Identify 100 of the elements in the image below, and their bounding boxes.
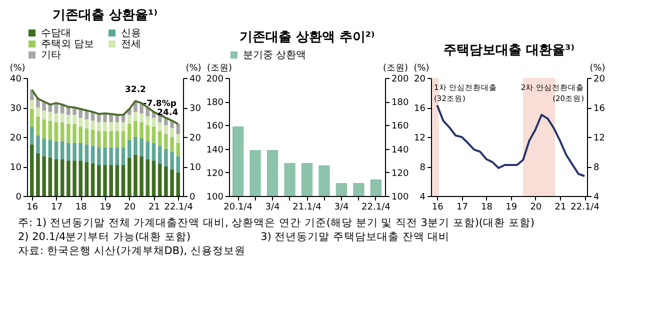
- bar: [42, 119, 46, 138]
- y2-tick-label: 4: [594, 192, 600, 202]
- bar: [109, 131, 113, 148]
- bar: [146, 125, 150, 142]
- bar: [72, 160, 76, 196]
- chart-title: 기존대출 상환액 추이²⁾: [239, 30, 375, 45]
- bar: [48, 158, 52, 196]
- bar: [36, 116, 40, 136]
- bar: [140, 138, 144, 156]
- bar: [121, 147, 126, 166]
- y-tick-label: 30: [10, 104, 22, 114]
- y2-tick-label: 100: [392, 192, 409, 202]
- annotation: -7.8%p: [143, 98, 176, 109]
- bar: [121, 165, 126, 196]
- bar: [158, 164, 162, 196]
- y2-tick-label: 40: [190, 74, 202, 84]
- bar: [90, 164, 95, 196]
- bar: [54, 113, 58, 122]
- y-tick-label: 120: [206, 168, 224, 179]
- bar: [152, 160, 156, 196]
- bar: [84, 128, 89, 144]
- y-tick-label: 4: [420, 192, 426, 202]
- bar: [66, 124, 70, 143]
- bar: [60, 159, 64, 196]
- bar: [176, 142, 180, 156]
- x-tick-label: 16: [26, 202, 38, 212]
- bar: [66, 114, 70, 124]
- bar: [97, 131, 101, 148]
- y-tick-label: 10: [10, 163, 22, 173]
- bar: [97, 165, 101, 196]
- x-tick-label: 16: [432, 202, 444, 212]
- y-tick-label: 16: [414, 104, 426, 114]
- bar: [48, 112, 52, 121]
- y2-tick-label: 16: [594, 104, 606, 114]
- bar: [42, 156, 46, 196]
- chart-title: 주택담보대출 대환율³⁾: [444, 43, 575, 58]
- bar: [72, 142, 76, 161]
- x-tick-label: 18: [481, 202, 493, 212]
- bar: [115, 147, 120, 166]
- y2-tick-label: 200: [392, 74, 409, 84]
- bar: [152, 126, 156, 143]
- y-tick-label: 0: [16, 192, 22, 202]
- y-axis-title: (조원): [206, 64, 232, 74]
- bar: [30, 144, 34, 196]
- bar: [103, 122, 107, 132]
- bar: [103, 165, 107, 196]
- y2-tick-label: 8: [594, 163, 600, 173]
- bar: [164, 125, 168, 134]
- bar: [164, 134, 168, 149]
- y-tick-label: 100: [206, 192, 224, 202]
- y2-tick-label: 0: [190, 192, 196, 202]
- bar: [60, 141, 64, 160]
- text: 3) 전년동기말 주택담보대출 잔액 대비: [260, 230, 450, 244]
- bar: [36, 153, 40, 196]
- bar: [127, 140, 132, 158]
- bar: [84, 144, 89, 162]
- line-series: [436, 104, 586, 178]
- bar: [78, 126, 83, 143]
- bar: [158, 131, 162, 146]
- bar: [97, 122, 101, 132]
- y-tick-label: 12: [414, 134, 426, 144]
- bar: [127, 114, 132, 124]
- x-tick-label: 3/4: [334, 202, 349, 212]
- x-tick-label: 22.1/4: [164, 202, 194, 212]
- bar: [78, 118, 83, 127]
- bar: [84, 162, 89, 196]
- bar: [48, 140, 52, 158]
- legend-label: 수담대: [41, 28, 71, 39]
- bar: [127, 124, 132, 140]
- bar: [176, 156, 180, 172]
- y2-tick-label: 180: [392, 98, 409, 108]
- bar: [78, 160, 83, 196]
- y2-tick-label: 120: [392, 168, 409, 179]
- y2-axis-title: (%): [186, 64, 202, 74]
- bar: [60, 122, 64, 142]
- y2-tick-label: 30: [190, 104, 202, 114]
- bar: [152, 142, 156, 161]
- bar: [164, 166, 168, 196]
- bar: [140, 113, 144, 122]
- bar: [60, 113, 64, 122]
- bar: [103, 147, 107, 166]
- bar: [134, 112, 138, 121]
- bar: [90, 146, 95, 164]
- bar: [134, 120, 138, 137]
- bar: [30, 100, 34, 109]
- y-tick-label: 40: [10, 74, 22, 84]
- bar: [164, 148, 168, 166]
- y-tick-label: 20: [414, 74, 426, 84]
- bar: [42, 110, 46, 120]
- x-tick-label: 21: [554, 202, 566, 212]
- y2-tick-label: 160: [392, 122, 409, 132]
- bar: [146, 159, 150, 196]
- y2-tick-label: 12: [594, 134, 605, 144]
- x-tick-label: 17: [456, 202, 468, 212]
- bar: [66, 142, 70, 161]
- text: 2) 20.1/4분기부터 가능(대환 포함): [18, 230, 191, 244]
- bar: [109, 122, 113, 132]
- bar: [170, 152, 174, 170]
- y-axis-title: (%): [10, 64, 26, 74]
- x-tick-label: 18: [75, 202, 88, 212]
